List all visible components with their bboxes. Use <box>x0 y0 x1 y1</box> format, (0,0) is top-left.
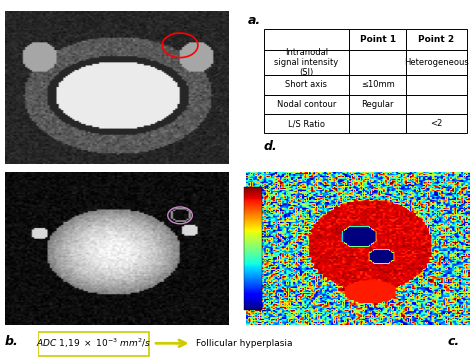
Text: $ADC\ 1{,}19\ \times\ 10^{-3}\ mm^{2}/s$: $ADC\ 1{,}19\ \times\ 10^{-3}\ mm^{2}/s$ <box>36 336 151 350</box>
Bar <box>264 29 349 50</box>
Text: b.: b. <box>5 335 18 348</box>
Bar <box>349 114 406 134</box>
Bar <box>406 50 467 75</box>
Text: <2: <2 <box>430 119 443 128</box>
Text: L/S Ratio: L/S Ratio <box>288 119 325 128</box>
Bar <box>264 114 349 134</box>
Bar <box>264 95 349 114</box>
Text: Short axis: Short axis <box>285 80 328 89</box>
Text: Intranodal
signal intensity
(SI): Intranodal signal intensity (SI) <box>274 48 338 77</box>
Bar <box>38 332 149 356</box>
Text: Heterogeneous: Heterogeneous <box>404 58 469 67</box>
Text: Follicular hyperplasia: Follicular hyperplasia <box>196 339 292 348</box>
Bar <box>406 29 467 50</box>
Bar <box>349 29 406 50</box>
Text: Point 2: Point 2 <box>419 35 455 44</box>
Text: Regular: Regular <box>361 100 394 109</box>
Bar <box>406 95 467 114</box>
Bar <box>264 75 349 95</box>
Text: a.: a. <box>248 14 261 27</box>
Bar <box>264 50 349 75</box>
Text: ≤10mm: ≤10mm <box>361 80 394 89</box>
Bar <box>349 95 406 114</box>
Bar <box>406 114 467 134</box>
Text: Point 1: Point 1 <box>360 35 396 44</box>
Text: Nodal contour: Nodal contour <box>277 100 336 109</box>
Bar <box>349 75 406 95</box>
Bar <box>406 75 467 95</box>
Text: c.: c. <box>447 335 460 348</box>
Text: d.: d. <box>264 140 278 153</box>
Bar <box>349 50 406 75</box>
